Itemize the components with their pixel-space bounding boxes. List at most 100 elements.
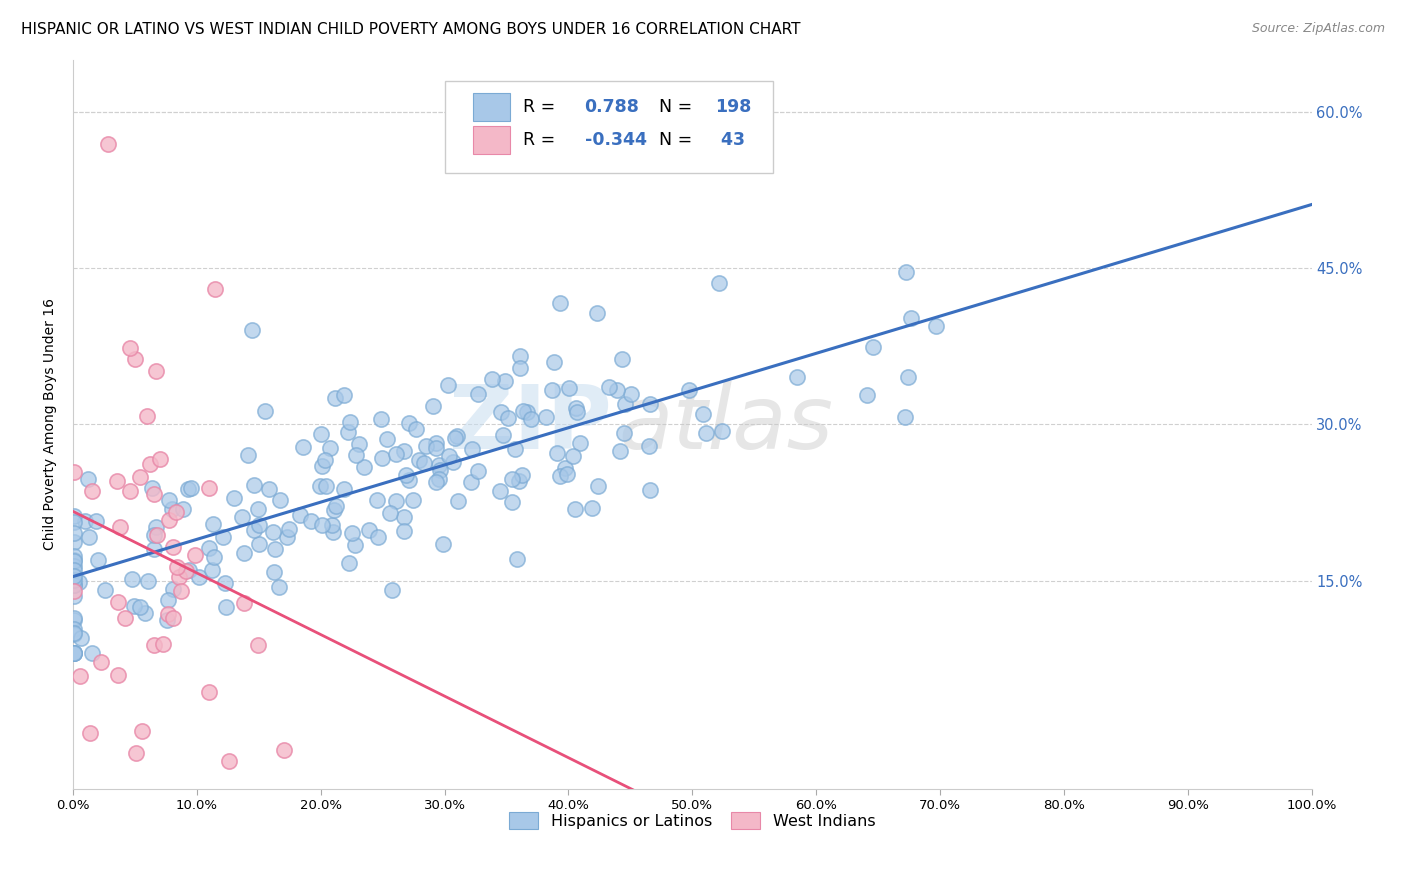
Point [415, 440, 437, 454]
Point [236, 449, 259, 463]
Point [215, 599, 238, 614]
Point [339, 415, 361, 429]
Point [311, 459, 333, 474]
Point [695, 426, 717, 441]
Point [509, 360, 531, 375]
Point [567, 405, 589, 419]
Point [107, 594, 129, 608]
Point [343, 538, 366, 552]
Point [82, 484, 104, 499]
Point [541, 384, 564, 398]
Point [405, 422, 427, 436]
Point [494, 375, 516, 389]
Point [267, 580, 290, 594]
Point [380, 507, 402, 521]
Point [121, 572, 143, 586]
Point [375, 432, 398, 446]
Point [177, 563, 200, 577]
Point [243, 478, 266, 492]
Point [638, 439, 661, 453]
Point [273, 743, 295, 757]
Point [347, 437, 370, 451]
Point [152, 637, 174, 651]
Point [70, 631, 93, 645]
Point [165, 505, 187, 519]
Text: ZIP: ZIP [449, 381, 612, 467]
Point [512, 403, 534, 417]
Point [145, 364, 167, 378]
Point [460, 442, 482, 456]
Point [562, 449, 585, 463]
Point [141, 482, 163, 496]
Point [489, 483, 512, 498]
Point [437, 378, 460, 392]
Point [184, 548, 207, 562]
Point [170, 584, 193, 599]
Point [439, 450, 461, 464]
Point [63, 611, 86, 625]
Point [398, 416, 420, 430]
Point [63, 589, 86, 603]
Point [510, 468, 533, 483]
Point [136, 574, 159, 588]
Point [707, 276, 730, 290]
Point [432, 537, 454, 551]
Point [322, 502, 344, 516]
Point [897, 369, 920, 384]
Point [489, 405, 512, 419]
Point [80, 647, 103, 661]
Point [262, 524, 284, 539]
Text: atlas: atlas [619, 381, 832, 467]
Point [162, 582, 184, 596]
Y-axis label: Child Poverty Among Boys Under 16: Child Poverty Among Boys Under 16 [44, 298, 58, 550]
Point [167, 569, 190, 583]
Point [118, 341, 141, 355]
Point [188, 570, 211, 584]
Point [253, 404, 276, 418]
Text: N =: N = [659, 98, 697, 116]
Point [157, 592, 180, 607]
Point [319, 441, 342, 455]
Point [413, 456, 436, 470]
Point [63, 525, 86, 540]
Point [444, 431, 467, 445]
Point [63, 647, 86, 661]
Point [638, 397, 661, 411]
Point [108, 520, 131, 534]
Point [692, 407, 714, 421]
Point [366, 492, 388, 507]
Point [543, 354, 565, 368]
Text: R =: R = [523, 98, 561, 116]
Point [172, 502, 194, 516]
Point [509, 349, 531, 363]
Point [69, 669, 91, 683]
Text: Source: ZipAtlas.com: Source: ZipAtlas.com [1251, 22, 1385, 36]
Point [67, 575, 90, 590]
Point [204, 282, 226, 296]
Point [218, 754, 240, 768]
Point [198, 481, 221, 495]
Point [200, 563, 222, 577]
Point [340, 526, 363, 541]
Text: 198: 198 [714, 98, 751, 116]
Point [145, 528, 167, 542]
Point [427, 458, 450, 473]
Point [233, 546, 256, 560]
Point [198, 541, 221, 555]
Point [180, 481, 202, 495]
Point [86, 514, 108, 528]
Point [441, 455, 464, 469]
Point [232, 596, 254, 610]
Point [114, 611, 136, 625]
Point [157, 492, 180, 507]
Point [77, 472, 100, 486]
Point [508, 474, 530, 488]
Point [63, 509, 86, 524]
Point [63, 647, 86, 661]
Point [63, 558, 86, 573]
Point [176, 564, 198, 578]
Point [516, 405, 538, 419]
Point [429, 463, 451, 477]
Point [786, 370, 808, 384]
Point [323, 391, 346, 405]
